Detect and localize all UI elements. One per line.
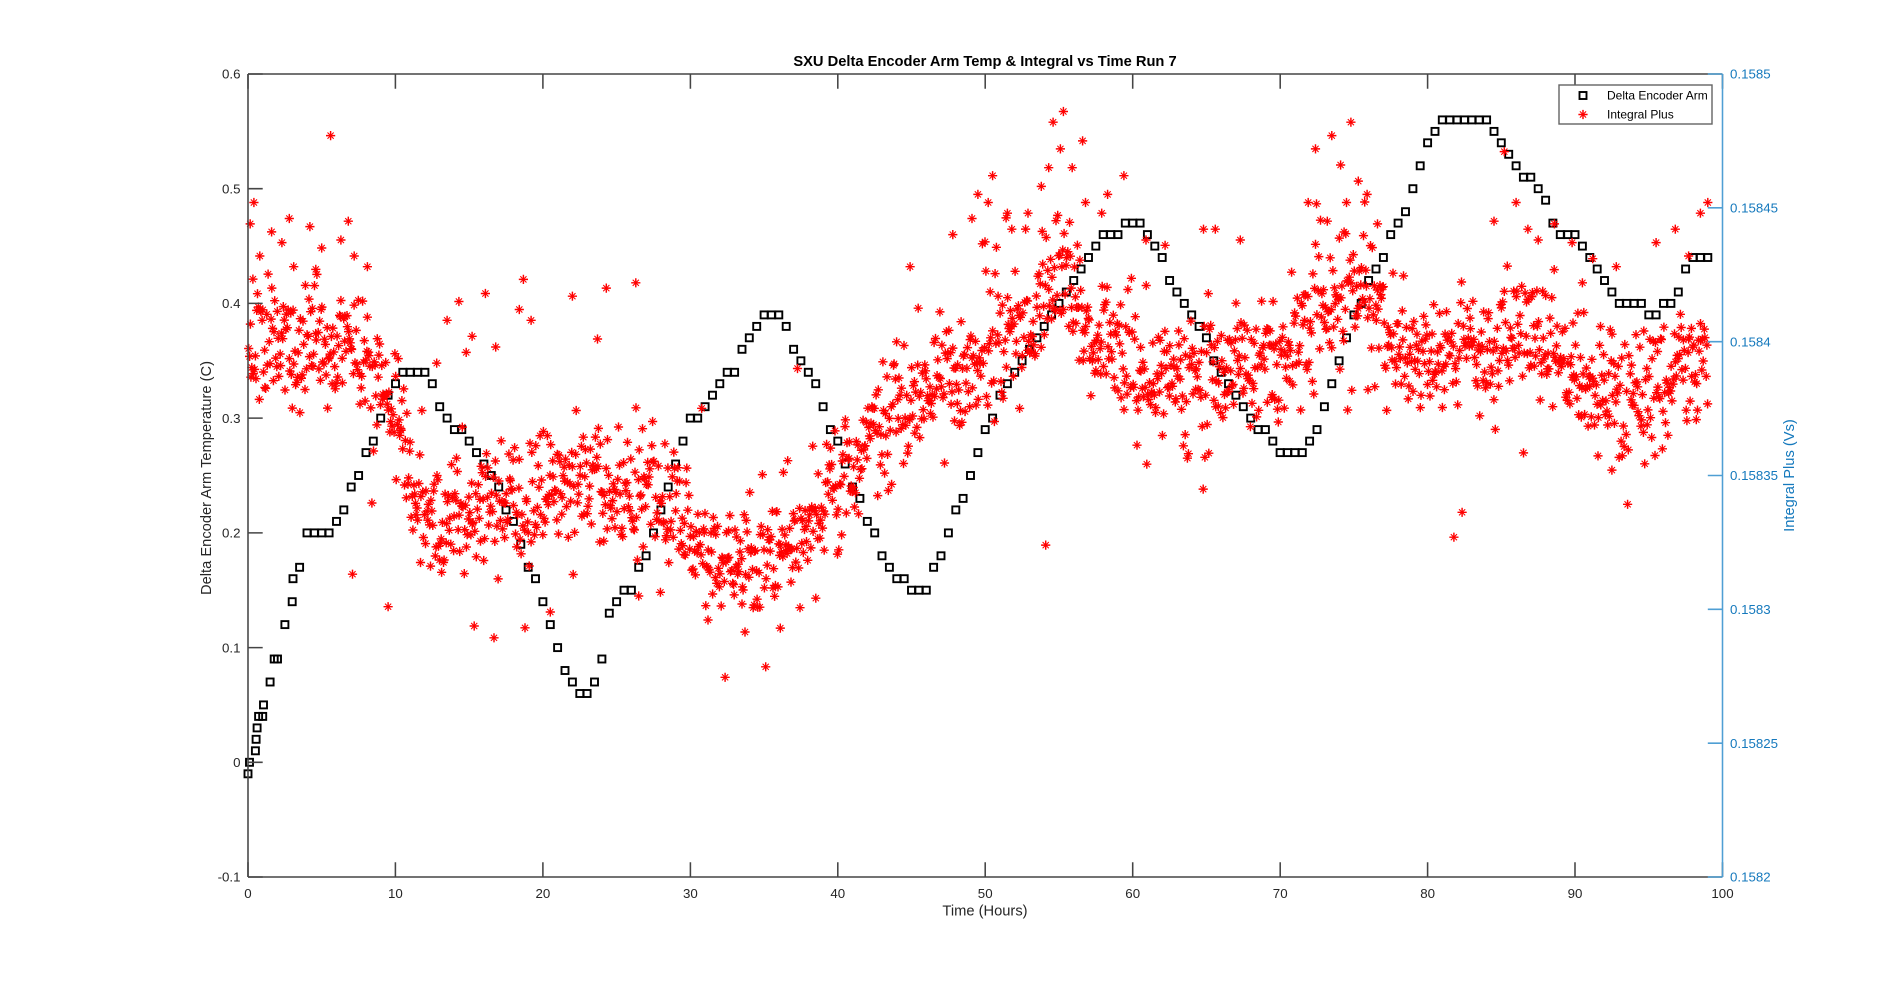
svg-text:SXU Delta Encoder Arm Temp & I: SXU Delta Encoder Arm Temp & Integral vs… [793, 54, 1176, 70]
svg-text:Time (Hours): Time (Hours) [942, 904, 1027, 920]
svg-text:0: 0 [233, 755, 240, 770]
svg-text:10: 10 [388, 886, 403, 901]
svg-text:0.1: 0.1 [222, 640, 241, 655]
svg-text:Delta Encoder Arm Temperature: Delta Encoder Arm Temperature (C) [199, 361, 215, 595]
svg-text:Integral Plus: Integral Plus [1607, 108, 1674, 122]
svg-text:0.2: 0.2 [222, 526, 241, 541]
svg-text:60: 60 [1125, 886, 1140, 901]
svg-text:0.1584: 0.1584 [1730, 334, 1771, 349]
svg-text:0.15825: 0.15825 [1730, 736, 1778, 751]
svg-text:40: 40 [830, 886, 845, 901]
svg-text:0.5: 0.5 [222, 181, 241, 196]
svg-text:0.15845: 0.15845 [1730, 201, 1778, 216]
svg-text:Delta Encoder Arm: Delta Encoder Arm [1607, 89, 1708, 103]
svg-text:30: 30 [683, 886, 698, 901]
svg-text:0.1583: 0.1583 [1730, 602, 1771, 617]
svg-text:0.15835: 0.15835 [1730, 468, 1778, 483]
svg-text:0.1582: 0.1582 [1730, 870, 1771, 885]
svg-text:0.1585: 0.1585 [1730, 67, 1771, 82]
svg-text:90: 90 [1568, 886, 1583, 901]
svg-text:0.6: 0.6 [222, 67, 241, 82]
svg-text:Integral Plus (Vs): Integral Plus (Vs) [1782, 419, 1798, 532]
svg-text:70: 70 [1273, 886, 1288, 901]
svg-text:0: 0 [244, 886, 251, 901]
svg-text:20: 20 [536, 886, 551, 901]
svg-text:0.4: 0.4 [222, 296, 241, 311]
svg-text:80: 80 [1420, 886, 1435, 901]
svg-text:50: 50 [978, 886, 993, 901]
svg-text:-0.1: -0.1 [218, 870, 241, 885]
svg-text:100: 100 [1711, 886, 1733, 901]
svg-text:0.3: 0.3 [222, 411, 241, 426]
